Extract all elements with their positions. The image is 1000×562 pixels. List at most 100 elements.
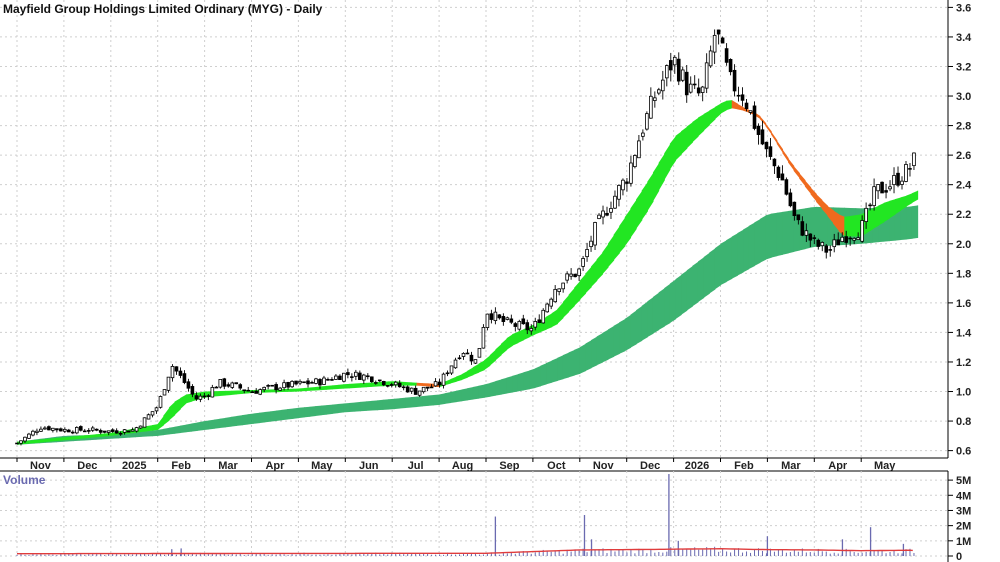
candle-body	[67, 429, 71, 433]
candle-body	[892, 175, 896, 186]
candle-body	[206, 395, 211, 397]
candle-body	[358, 372, 362, 380]
short-band-segment	[506, 334, 513, 350]
long-band-segment	[326, 404, 333, 415]
candle-body	[796, 214, 801, 221]
long-band-segment	[720, 240, 727, 286]
short-band-segment	[788, 158, 795, 171]
candle-body	[90, 427, 95, 431]
long-band-segment	[647, 296, 654, 338]
short-band-segment	[793, 166, 800, 179]
short-band-segment	[467, 367, 474, 378]
candle-body	[82, 430, 87, 433]
candle-body	[74, 427, 79, 434]
candle-body	[366, 375, 370, 378]
short-band-segment	[225, 390, 232, 396]
candle-body	[114, 430, 119, 434]
x-tick-label: 2026	[685, 460, 709, 472]
short-band-segment	[107, 432, 114, 437]
candle-body	[377, 379, 382, 382]
long-band-segment	[360, 401, 367, 412]
long-band-segment	[135, 431, 142, 438]
candle-body	[473, 359, 478, 364]
candle-body	[362, 374, 366, 381]
candle-body	[637, 140, 641, 159]
short-band-segment	[287, 388, 294, 392]
candle-body	[445, 372, 450, 375]
short-band-segment	[883, 200, 890, 223]
long-band-segment	[607, 325, 615, 360]
short-band-segment	[652, 162, 660, 202]
candle-body	[645, 113, 649, 130]
short-band-segment	[213, 391, 221, 397]
volume-bars	[16, 474, 915, 556]
short-band-segment	[574, 280, 581, 306]
candle-body	[856, 237, 860, 240]
short-band-segment	[84, 434, 91, 439]
short-band-segment	[517, 329, 525, 343]
long-band-segment	[788, 210, 795, 254]
candle-body	[150, 411, 155, 416]
candle-body	[246, 389, 251, 392]
candle-body	[461, 352, 466, 357]
short-band-segment	[624, 208, 632, 247]
candle-body	[59, 428, 63, 432]
long-band-segment	[709, 248, 716, 294]
candle-body	[71, 431, 75, 434]
short-band-segment	[720, 100, 727, 114]
short-band-segment	[219, 390, 226, 397]
candle-body	[788, 192, 793, 207]
candle-body	[661, 79, 665, 92]
short-band-segment	[568, 287, 575, 312]
candle-body	[302, 381, 306, 384]
long-band-segment	[416, 396, 423, 407]
candle-body	[852, 237, 856, 241]
candle-body	[262, 386, 266, 391]
long-band-segment	[242, 414, 249, 426]
long-band-segment	[236, 415, 243, 426]
price-y-tick-label: 3.2	[956, 61, 971, 73]
short-band-segment	[607, 234, 615, 268]
volume-y-tick-label: 5M	[956, 475, 971, 487]
short-band-segment	[765, 123, 772, 135]
long-band-segment	[743, 226, 750, 273]
candle-body	[728, 59, 733, 73]
candle-body	[282, 382, 286, 389]
short-band-segment	[562, 294, 570, 318]
long-band-segment	[377, 399, 384, 411]
long-band-segment	[337, 403, 345, 414]
candle-body	[425, 386, 430, 389]
candle-body	[900, 180, 904, 185]
candle-body	[310, 382, 314, 384]
long-band-segment	[219, 417, 226, 429]
price-candles	[15, 29, 916, 446]
short-band-segment	[101, 433, 108, 437]
x-tick-label: Dec	[77, 460, 97, 472]
candle-body	[625, 181, 629, 184]
long-band-segment	[636, 305, 643, 345]
short-band-segment	[675, 131, 682, 161]
long-band-segment	[213, 418, 221, 429]
candle-body	[537, 319, 542, 323]
candle-body	[860, 220, 864, 242]
long-band-segment	[208, 419, 215, 430]
candle-body	[373, 382, 378, 384]
candle-body	[254, 390, 258, 394]
candle-body	[712, 34, 717, 53]
candle-body	[489, 313, 494, 320]
candle-body	[605, 212, 609, 216]
short-band-segment	[759, 116, 767, 127]
candle-body	[736, 94, 741, 97]
short-band-segment	[62, 436, 69, 441]
long-band-segment	[489, 381, 496, 397]
candle-body	[812, 237, 817, 239]
short-band-segment	[911, 190, 919, 203]
candle-body	[533, 321, 538, 328]
short-band-segment	[804, 180, 812, 195]
long-band-segment	[737, 229, 744, 276]
short-band-segment	[343, 383, 350, 389]
candle-body	[573, 273, 577, 278]
candle-body	[381, 380, 386, 386]
long-band-segment	[174, 425, 181, 434]
long-band-segment	[450, 390, 457, 404]
